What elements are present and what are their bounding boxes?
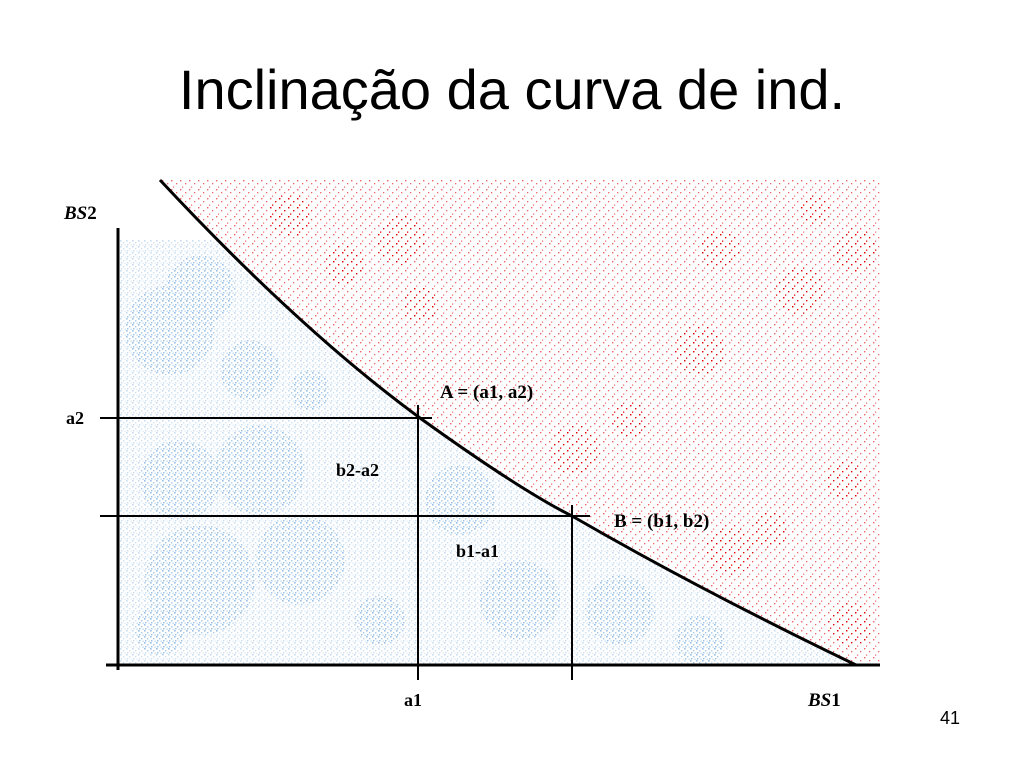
indifference-curve: [158, 178, 857, 667]
x-axis-label: BS1: [807, 690, 841, 711]
delta-vertical-label: b2-a2: [336, 460, 379, 480]
slide-number: 41: [940, 708, 961, 728]
tick-label-a2: a2: [66, 408, 84, 428]
y-axis-label: BS2: [63, 203, 97, 224]
point-A-label: A = (a1, a2): [440, 382, 533, 403]
slide-title: Inclinação da curva de ind.: [178, 58, 846, 121]
tick-label-a1: a1: [404, 690, 422, 710]
delta-horizontal-label: b1-a1: [456, 541, 499, 561]
point-B-label: B = (b1, b2): [614, 511, 709, 532]
